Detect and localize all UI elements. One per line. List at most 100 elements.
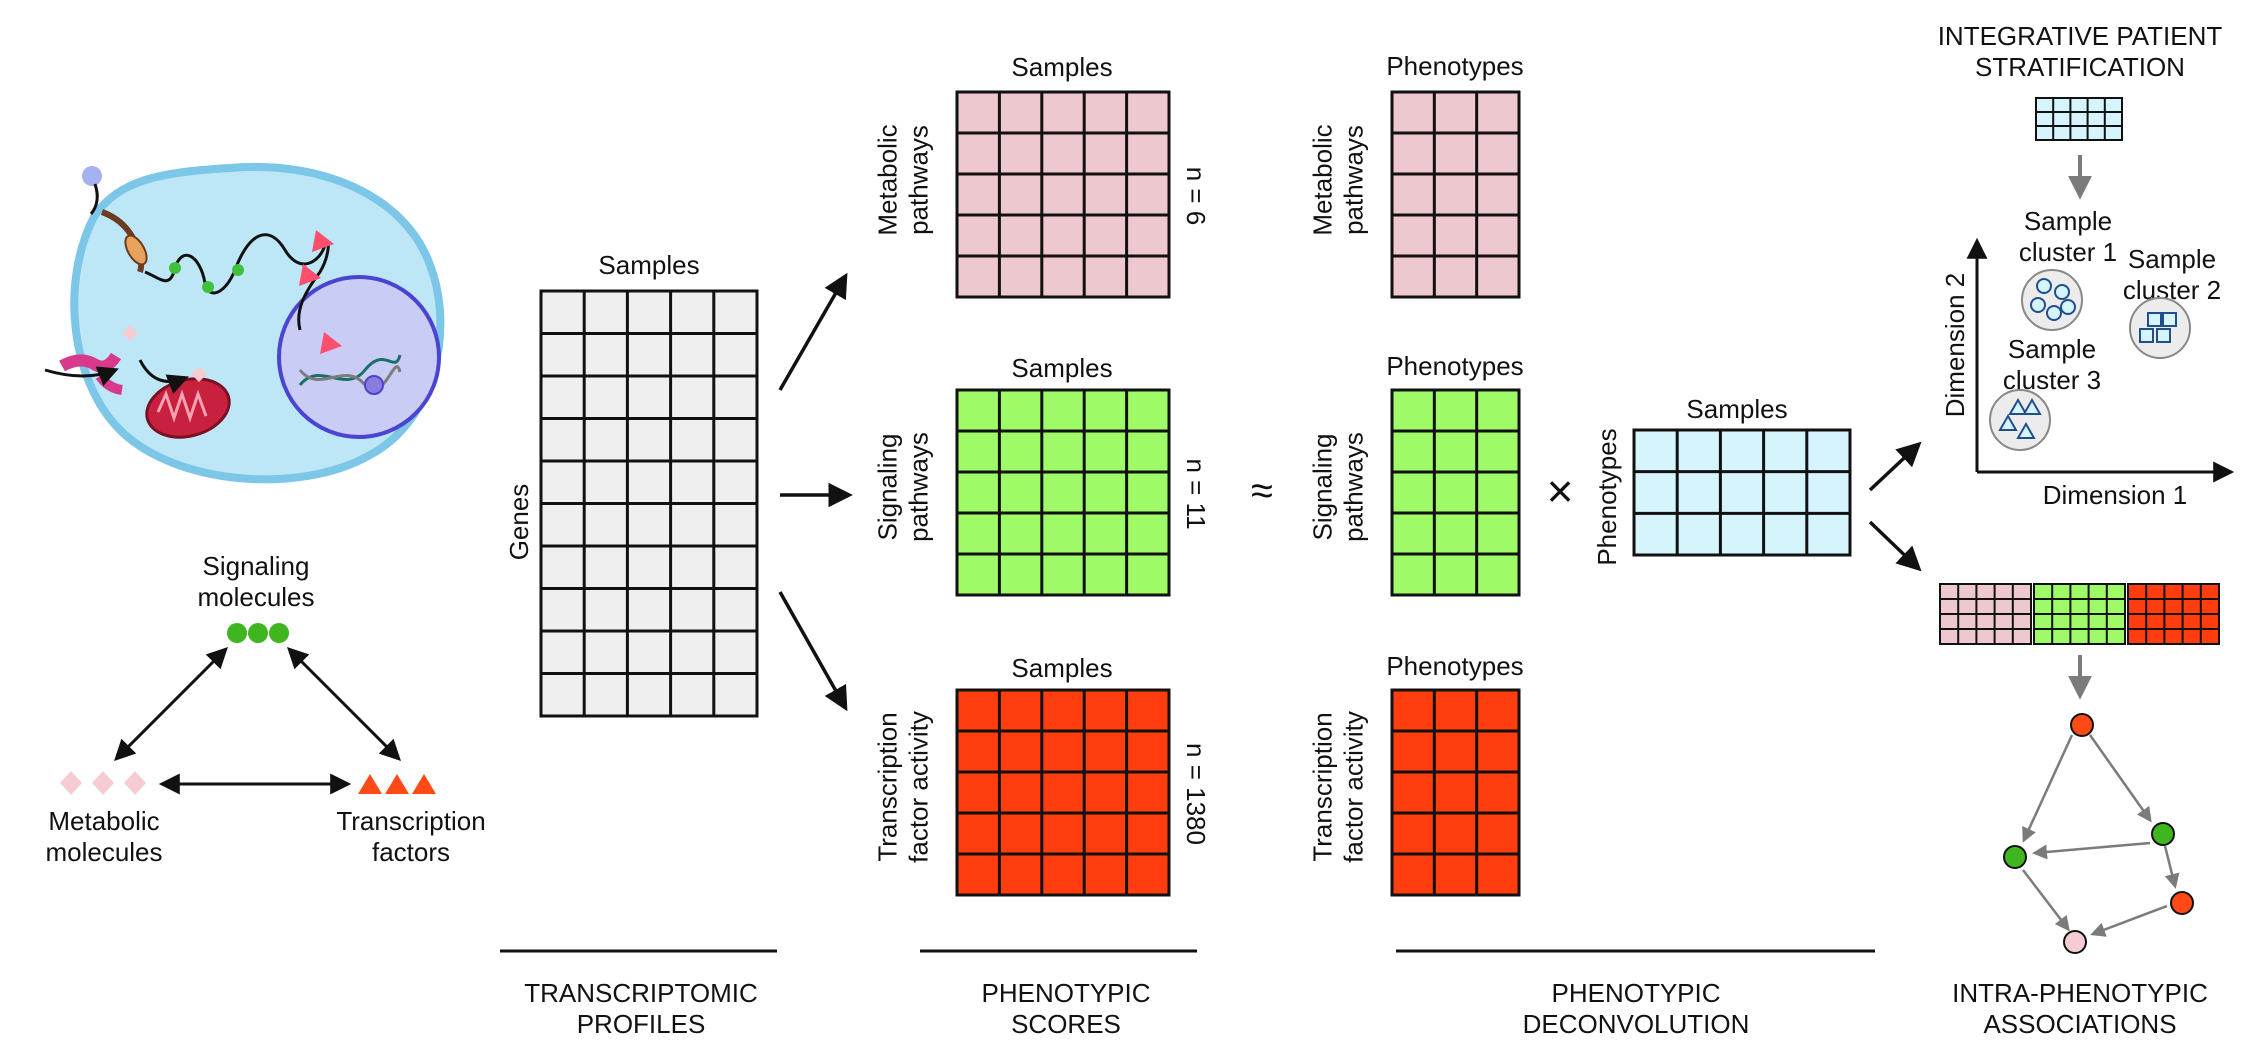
- metabolite-diamond: [191, 366, 207, 382]
- metabolic-loading-matrix: [1390, 90, 1521, 299]
- relation-arrow: [287, 647, 401, 761]
- stratification-panel: INTEGRATIVE PATIENT STRATIFICATION Dimens…: [1938, 21, 2235, 510]
- cluster-2-sample: [2147, 312, 2162, 327]
- flow-arrow: [1868, 441, 1922, 492]
- cluster-3-label: Sample cluster 3: [2003, 334, 2101, 395]
- cluster-1-sample: [2046, 305, 2062, 321]
- phenotype-weights-matrix: [1632, 428, 1852, 557]
- phenotypes-label: Phenotypes: [1386, 351, 1523, 381]
- deconvolution-panel: Phenotypes Metabolicpathways Phenotypes …: [1307, 51, 1875, 1039]
- weights-phenotypes-label: Phenotypes: [1592, 428, 1622, 565]
- transcriptomic-panel: Samples Genes TRANSCRIPTOMIC PROFILES: [500, 250, 777, 1039]
- signaling-path: [144, 233, 330, 331]
- transcriptomic-caption: TRANSCRIPTOMIC PROFILES: [524, 978, 758, 1039]
- cluster-1-sample: [2060, 299, 2076, 315]
- deconvolution-caption: PHENOTYPIC DECONVOLUTION: [1523, 978, 1750, 1039]
- network-node-tf: [2170, 891, 2194, 915]
- network-node-signaling: [2003, 845, 2027, 869]
- signaling-pathways-label: Signalingpathways: [872, 432, 933, 542]
- genes-axis-label: Genes: [504, 484, 534, 561]
- metabolic-scores-matrix: [955, 90, 1171, 299]
- transporter: [44, 352, 123, 395]
- cluster-2-sample: [2156, 328, 2171, 343]
- cluster-3-region: [1989, 389, 2051, 451]
- flow-arrow: [778, 272, 848, 391]
- times-sign: ×: [1547, 465, 1574, 517]
- metabolic-molecules-label: Metabolic molecules: [45, 806, 162, 867]
- approx-sign: ≈: [1251, 469, 1273, 513]
- network-edge: [2163, 845, 2180, 889]
- associations-panel: INTRA-PHENOTYPIC ASSOCIATIONS: [1939, 583, 2220, 1039]
- integrated-matrix: [2035, 97, 2123, 141]
- phenotypes-label: Phenotypes: [1386, 51, 1523, 81]
- phenotypes-label: Phenotypes: [1386, 651, 1523, 681]
- network-edge: [2032, 841, 2151, 860]
- signaling-strip: [2033, 583, 2126, 645]
- tf-scores-matrix: [955, 688, 1171, 897]
- network-edge: [2022, 734, 2074, 843]
- signal-dot: [169, 262, 181, 274]
- flow-arrow: [1868, 520, 1922, 572]
- signal-dot: [232, 264, 244, 276]
- metabolic-pathways-label: Metabolicpathways: [1307, 124, 1368, 235]
- metabolic-strip: [1939, 583, 2032, 645]
- tf-triangle: [312, 230, 334, 252]
- tf-activity-label: Transcriptionfactor activity: [872, 711, 933, 863]
- cluster-3-sample: [2008, 397, 2028, 415]
- metabolite-arrow: [138, 359, 189, 394]
- associations-caption: INTRA-PHENOTYPIC ASSOCIATIONS: [1952, 978, 2208, 1039]
- cluster-1-sample: [2036, 278, 2052, 294]
- flow-arrow: [778, 591, 848, 712]
- gene-expression-matrix: [539, 289, 759, 718]
- tf-triangle: [412, 774, 436, 794]
- tf-triangle: [299, 264, 321, 286]
- network-node-metabolic: [2063, 930, 2087, 954]
- cluster-2-sample: [2139, 328, 2154, 343]
- tf-strip: [2127, 583, 2220, 645]
- nucleolus: [364, 375, 384, 395]
- cell-illustration: [44, 162, 445, 484]
- cluster-1-sample: [2054, 284, 2070, 300]
- network-node-tf: [2070, 713, 2094, 737]
- tf-triangle: [385, 774, 409, 794]
- tf-triangle: [358, 774, 382, 794]
- tf-triangle: [320, 332, 342, 354]
- network-edge: [2022, 869, 2070, 932]
- signaling-dot: [269, 623, 289, 643]
- signaling-n-label: n = 11: [1181, 458, 1211, 529]
- metabolite-diamond: [124, 771, 146, 795]
- metabolite-diamond: [122, 325, 138, 341]
- tf-activity-label: Transcriptionfactor activity: [1307, 711, 1368, 863]
- genes-samples-label: Samples: [598, 250, 699, 280]
- cluster-3-sample: [2022, 397, 2042, 415]
- cluster-2-sample: [2162, 312, 2177, 327]
- metabolic-n-label: n = 6: [1181, 167, 1211, 226]
- scores-caption: PHENOTYPIC SCORES: [981, 978, 1150, 1039]
- dimension-2-label: Dimension 2: [1940, 273, 1970, 418]
- metabolite-diamond: [60, 771, 82, 795]
- signaling-pathways-label: Signalingpathways: [1307, 432, 1368, 542]
- network-edge: [2088, 734, 2152, 823]
- cluster-1-sample: [2030, 297, 2046, 313]
- nucleus: [277, 275, 441, 439]
- signaling-molecules-label: Signaling molecules: [197, 551, 314, 612]
- signaling-dot: [248, 623, 268, 643]
- scores-samples-label: Samples: [1011, 52, 1112, 82]
- cluster-3-sample: [2016, 421, 2036, 439]
- weights-samples-label: Samples: [1686, 394, 1787, 424]
- tf-n-label: n = 1380: [1181, 743, 1211, 845]
- network-edge: [2090, 904, 2168, 937]
- molecule-relations: Signaling molecules Metabolic molecules Tr…: [45, 551, 485, 867]
- signaling-loading-matrix: [1390, 388, 1521, 597]
- tf-loading-matrix: [1390, 688, 1521, 897]
- metabolic-pathways-label: Metabolicpathways: [872, 124, 933, 235]
- network-node-signaling: [2151, 822, 2175, 846]
- signal-dot: [202, 281, 214, 293]
- cluster-2-label: Sample cluster 2: [2123, 244, 2221, 305]
- signaling-dot: [227, 623, 247, 643]
- metabolite-diamond: [92, 771, 114, 795]
- signaling-scores-matrix: [955, 388, 1171, 597]
- relation-arrow: [114, 647, 228, 761]
- phenotypic-scores-panel: Samples Metabolicpathways n = 6 Samples …: [872, 52, 1211, 1039]
